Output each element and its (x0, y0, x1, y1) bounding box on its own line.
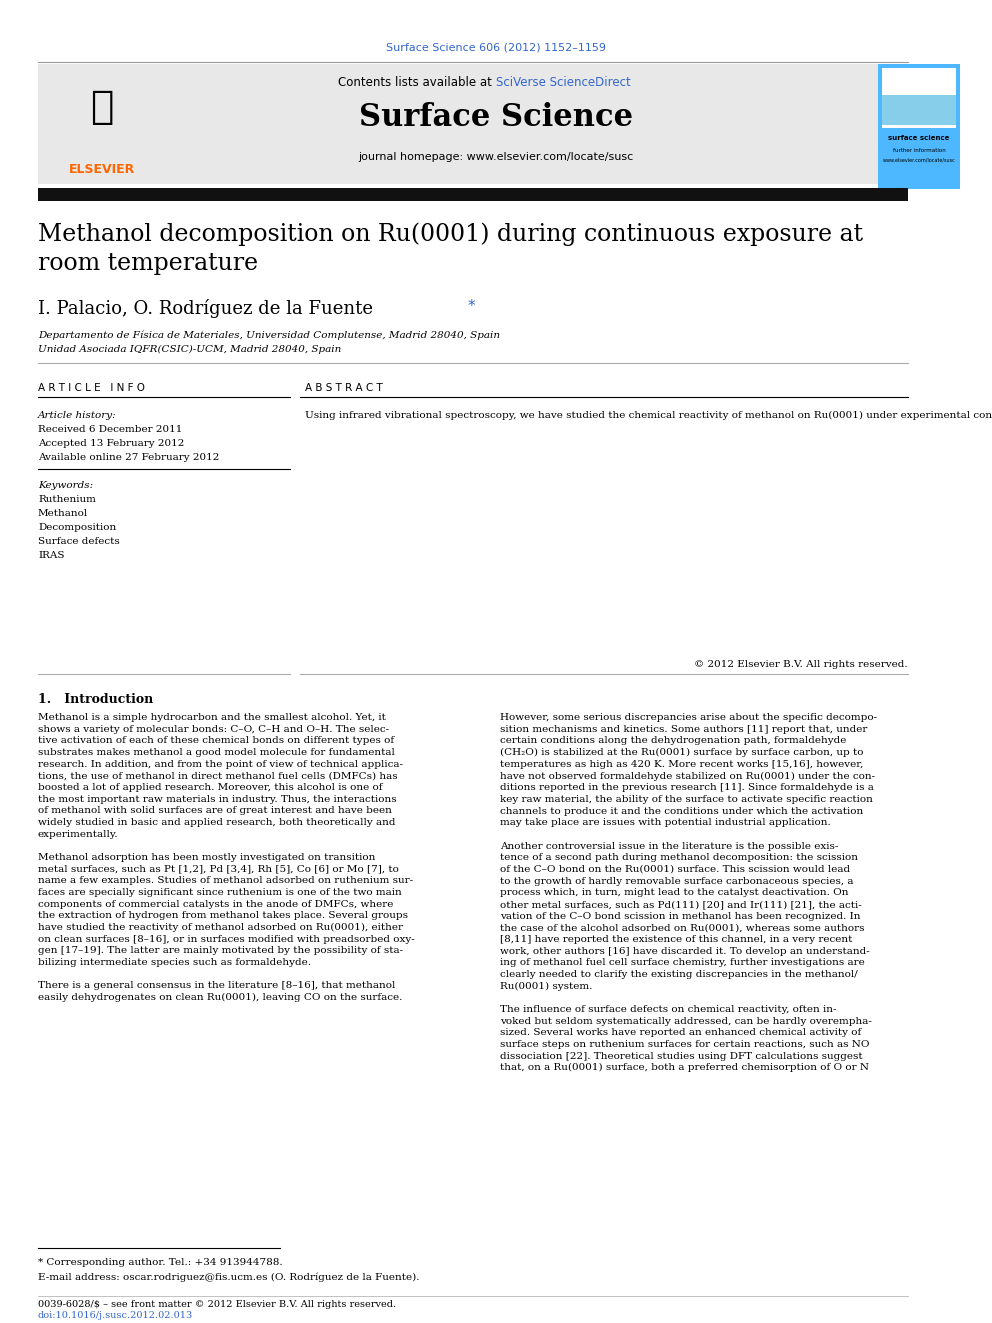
Text: * Corresponding author. Tel.: +34 913944788.: * Corresponding author. Tel.: +34 913944… (38, 1258, 283, 1267)
Text: Surface Science: Surface Science (359, 102, 633, 134)
Text: Available online 27 February 2012: Available online 27 February 2012 (38, 452, 219, 462)
Text: journal homepage: www.elsevier.com/locate/susc: journal homepage: www.elsevier.com/locat… (358, 152, 634, 161)
Text: further information: further information (893, 148, 945, 153)
Text: Article history:: Article history: (38, 411, 117, 419)
Text: www.elsevier.com/locate/susc: www.elsevier.com/locate/susc (883, 157, 955, 161)
Text: Methanol is a simple hydrocarbon and the smallest alcohol. Yet, it
shows a varie: Methanol is a simple hydrocarbon and the… (38, 713, 415, 1003)
Text: Methanol decomposition on Ru(0001) during continuous exposure at
room temperatur: Methanol decomposition on Ru(0001) durin… (38, 222, 863, 275)
Bar (38, 64, 908, 184)
Text: Methanol: Methanol (38, 509, 88, 519)
Text: SciVerse ScienceDirect: SciVerse ScienceDirect (496, 75, 631, 89)
Text: Decomposition: Decomposition (38, 523, 116, 532)
Text: Received 6 December 2011: Received 6 December 2011 (38, 425, 183, 434)
Text: 1.   Introduction: 1. Introduction (38, 693, 153, 706)
Text: IRAS: IRAS (38, 550, 64, 560)
Text: A R T I C L E   I N F O: A R T I C L E I N F O (38, 382, 145, 393)
Text: ELSEVIER: ELSEVIER (69, 163, 135, 176)
Text: doi:10.1016/j.susc.2012.02.013: doi:10.1016/j.susc.2012.02.013 (38, 1311, 193, 1320)
Bar (878, 64, 960, 189)
Bar (882, 95, 956, 124)
Text: Departamento de Física de Materiales, Universidad Complutense, Madrid 28040, Spa: Departamento de Física de Materiales, Un… (38, 329, 500, 340)
Text: Surface defects: Surface defects (38, 537, 120, 546)
Text: Keywords:: Keywords: (38, 482, 93, 490)
Text: E-mail address: oscar.rodriguez@fis.ucm.es (O. Rodríguez de la Fuente).: E-mail address: oscar.rodriguez@fis.ucm.… (38, 1271, 420, 1282)
Text: However, some serious discrepancies arise about the specific decompo-
sition mec: However, some serious discrepancies aris… (500, 713, 877, 1073)
Text: Accepted 13 February 2012: Accepted 13 February 2012 (38, 439, 185, 448)
Text: I. Palacio, O. Rodríguez de la Fuente: I. Palacio, O. Rodríguez de la Fuente (38, 299, 373, 318)
Text: 🌳: 🌳 (90, 89, 114, 126)
Bar (882, 67, 956, 128)
Text: Contents lists available at: Contents lists available at (338, 75, 496, 89)
Text: Using infrared vibrational spectroscopy, we have studied the chemical reactivity: Using infrared vibrational spectroscopy,… (305, 411, 992, 421)
Text: surface science: surface science (888, 135, 949, 142)
Text: *: * (468, 299, 475, 314)
Text: Ruthenium: Ruthenium (38, 495, 96, 504)
Text: 0039-6028/$ – see front matter © 2012 Elsevier B.V. All rights reserved.: 0039-6028/$ – see front matter © 2012 El… (38, 1301, 396, 1308)
Text: Unidad Asociada IQFR(CSIC)-UCM, Madrid 28040, Spain: Unidad Asociada IQFR(CSIC)-UCM, Madrid 2… (38, 345, 341, 355)
Text: A B S T R A C T: A B S T R A C T (305, 382, 383, 393)
Text: Surface Science 606 (2012) 1152–1159: Surface Science 606 (2012) 1152–1159 (386, 42, 606, 52)
Text: © 2012 Elsevier B.V. All rights reserved.: © 2012 Elsevier B.V. All rights reserved… (694, 660, 908, 669)
Bar (38, 188, 908, 201)
